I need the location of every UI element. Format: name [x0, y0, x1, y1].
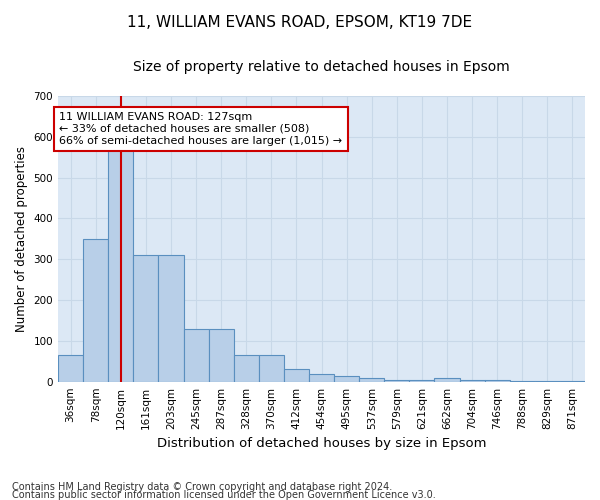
Title: Size of property relative to detached houses in Epsom: Size of property relative to detached ho…: [133, 60, 510, 74]
Bar: [359, 378, 384, 382]
Text: 11 WILLIAM EVANS ROAD: 127sqm
← 33% of detached houses are smaller (508)
66% of : 11 WILLIAM EVANS ROAD: 127sqm ← 33% of d…: [59, 112, 343, 146]
Text: Contains public sector information licensed under the Open Government Licence v3: Contains public sector information licen…: [12, 490, 436, 500]
Y-axis label: Number of detached properties: Number of detached properties: [15, 146, 28, 332]
Bar: [334, 376, 359, 382]
Bar: [434, 378, 460, 382]
Bar: [309, 374, 334, 382]
Bar: [233, 355, 259, 382]
Text: 11, WILLIAM EVANS ROAD, EPSOM, KT19 7DE: 11, WILLIAM EVANS ROAD, EPSOM, KT19 7DE: [127, 15, 473, 30]
Bar: [535, 381, 560, 382]
Bar: [158, 255, 184, 382]
Text: Contains HM Land Registry data © Crown copyright and database right 2024.: Contains HM Land Registry data © Crown c…: [12, 482, 392, 492]
X-axis label: Distribution of detached houses by size in Epsom: Distribution of detached houses by size …: [157, 437, 486, 450]
Bar: [460, 380, 485, 382]
Bar: [108, 145, 133, 382]
Bar: [510, 381, 535, 382]
Bar: [83, 239, 108, 382]
Bar: [284, 370, 309, 382]
Bar: [485, 380, 510, 382]
Bar: [209, 328, 233, 382]
Bar: [58, 355, 83, 382]
Bar: [184, 328, 209, 382]
Bar: [384, 380, 409, 382]
Bar: [259, 355, 284, 382]
Bar: [409, 380, 434, 382]
Bar: [133, 255, 158, 382]
Bar: [560, 381, 585, 382]
